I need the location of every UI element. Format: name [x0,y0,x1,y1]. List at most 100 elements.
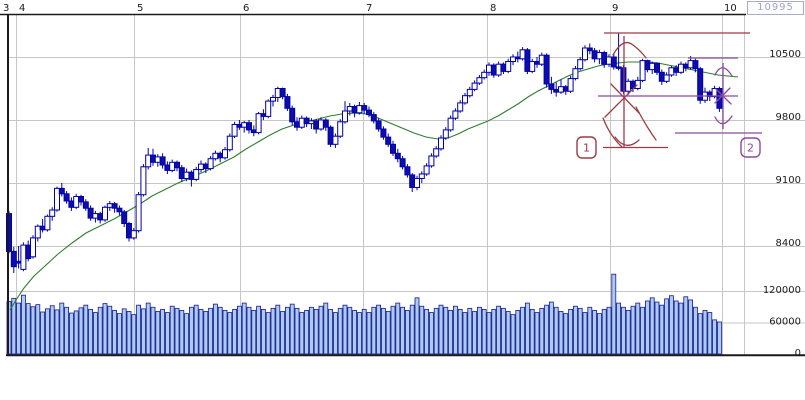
candle-body [10,250,17,268]
volume-bar [20,294,26,355]
volume-bar [140,308,146,355]
candle-body [548,83,555,90]
candle-body [510,56,516,62]
volume-bar [107,305,113,355]
candle-body [649,62,656,71]
month-label: 6 [243,3,249,14]
volume-bar [131,314,137,355]
candle-body [514,56,521,60]
volume-bar [717,321,722,355]
month-label: 4 [19,3,25,14]
volume-bar [515,310,521,355]
candle-body [471,82,478,90]
volume-bar [352,310,358,355]
volume-bar [97,306,103,355]
candle-body [265,100,272,117]
candle-body [212,152,219,160]
volume-bar [227,312,233,355]
candle-body [87,207,94,219]
candle-body [188,171,195,180]
candle-body [457,102,464,112]
volume-bar [520,306,525,355]
volume-bar [563,313,569,355]
volume-bar [395,302,401,355]
volume-bar [443,306,449,355]
candle-body [404,166,411,176]
volume-bar [438,304,444,355]
volume-bar [630,305,636,355]
candle-body [49,209,56,217]
volume-bar [136,304,142,355]
candle-body [351,106,358,114]
volume-bar [558,311,564,355]
volume-bar [184,313,190,355]
volume-bar [83,304,89,355]
candle-body [433,148,440,157]
volume-bar [69,312,74,355]
volume-bar [78,307,84,355]
volume-bar [155,311,161,355]
candle-body [409,174,416,188]
volume-bar [93,312,98,355]
price-tick-label: 10500 [769,49,801,60]
annotation-set-1-badge-label: 1 [583,142,590,155]
volume-bar [553,306,559,355]
volume-bar [597,313,602,355]
candle-body [226,135,233,151]
volume-bar [299,312,305,355]
candle-body [241,122,248,128]
candle-body [462,95,468,104]
volume-bar [332,312,338,355]
volume-bar [212,303,218,355]
month-label: 3 [3,3,9,14]
volume-bar [208,307,214,355]
volume-bar [481,308,487,355]
candle-body [418,173,425,179]
volume-bar [419,305,425,355]
volume-bar [601,308,607,355]
volume-bar [179,310,185,355]
volume-bar [260,308,266,355]
month-label: 7 [366,3,372,14]
candle-body [543,54,550,85]
candle-body [318,119,324,130]
volume-bar [621,306,626,355]
candle-body [687,60,694,69]
volume-bar [294,307,300,355]
candle-body [558,86,564,93]
volume-bar [169,305,175,355]
candle-body [582,47,588,61]
volume-bar [385,311,391,355]
volume-bar [505,311,511,355]
volume-bar [371,306,377,355]
volume-bar [462,312,468,355]
volume-bar [126,311,132,355]
volume-bar [284,306,290,355]
candle-body [447,117,454,131]
candle-body [668,67,675,76]
volume-bar [539,307,545,355]
candle-body [30,237,36,258]
candle-body [519,49,526,60]
candle-body [15,260,22,264]
candle-body [380,128,387,138]
volume-bar [587,306,593,355]
candle-body [102,206,108,221]
candle-body [140,166,147,196]
volume-bar [174,307,180,355]
volume-bar [428,312,434,355]
candle-body [207,158,214,170]
candle-body [414,178,420,188]
volume-bar [467,307,473,355]
volume-bar [702,310,708,355]
candle-body [231,124,238,137]
volume-bar [476,306,482,355]
volume-bar [304,310,310,355]
candle-body [82,201,89,209]
candle-body [342,110,348,123]
volume-bar [654,301,660,355]
candle-body [438,137,444,150]
volume-bar [568,308,573,355]
volume-bar [45,308,50,355]
candle-body [534,61,540,65]
